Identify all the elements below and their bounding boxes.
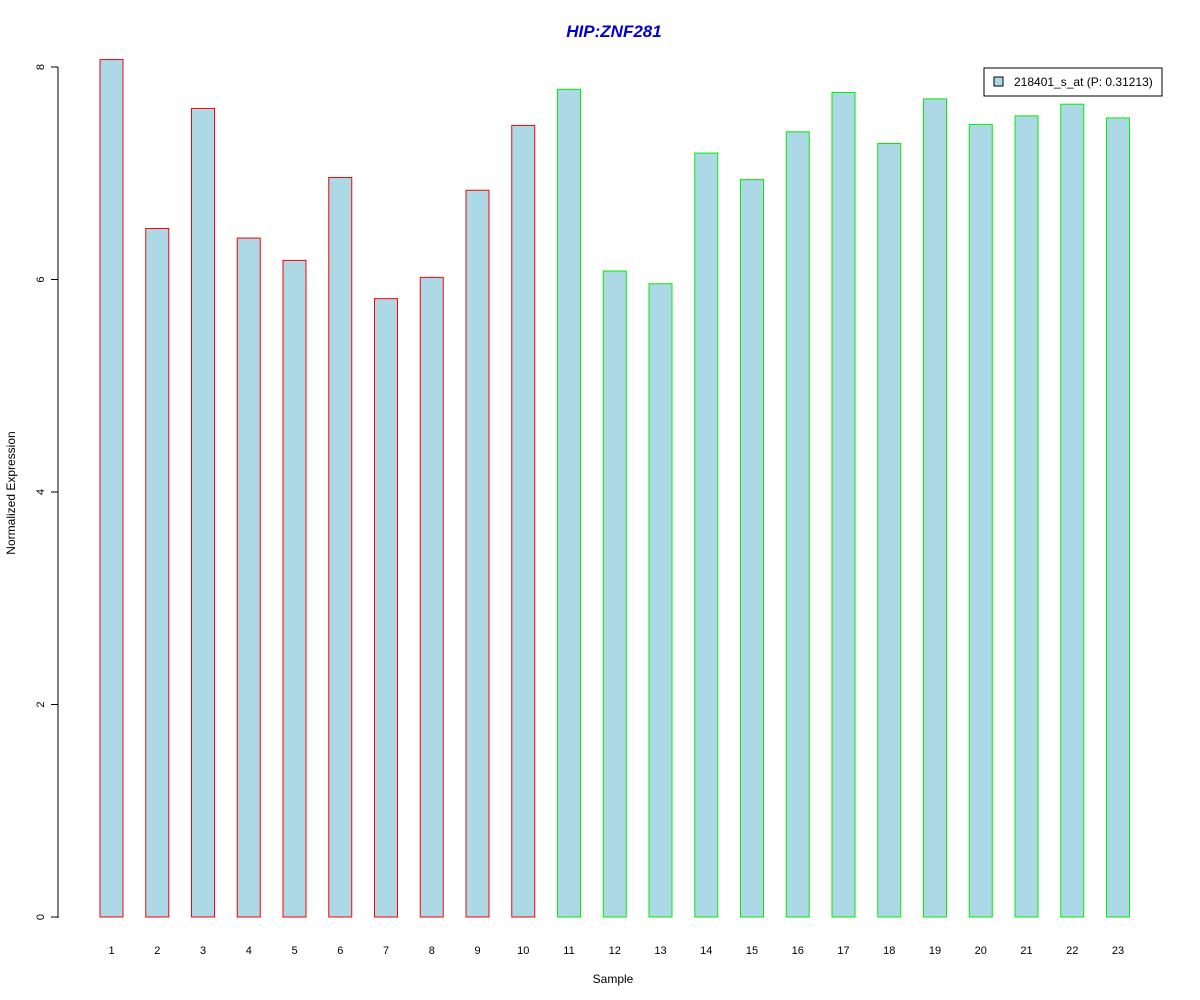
bar-sample-17: [831, 92, 856, 918]
bar-sample-15: [740, 179, 764, 918]
bar-sample-12: [602, 270, 627, 918]
x-tick-label: 15: [746, 945, 758, 957]
chart-title: HIP:ZNF281: [566, 22, 661, 41]
x-tick-label: 9: [474, 945, 480, 957]
x-tick-label: 23: [1112, 945, 1124, 957]
bar-sample-18: [877, 143, 902, 918]
x-tick-label: 19: [929, 945, 941, 957]
x-tick-label: 14: [700, 945, 712, 957]
bar-sample-22: [1060, 103, 1085, 918]
bar-sample-13: [648, 283, 673, 918]
x-tick-label: 21: [1020, 945, 1032, 957]
x-tick-label: 13: [654, 945, 666, 957]
x-tick-label: 16: [792, 945, 804, 957]
x-tick-label: 10: [517, 945, 529, 957]
x-tick-labels: 1 2 3 4 5 6 7 8 9 10 11 12 13 14 15 16 17 18 19 20 21 22 23: [108, 945, 1124, 957]
y-tick-label: 8: [35, 64, 47, 70]
y-ticks: 0 2 4 6 8: [35, 64, 58, 920]
bar-sample-20: [968, 123, 993, 918]
bar-sample-8: [419, 276, 444, 918]
x-tick-label: 18: [883, 945, 895, 957]
y-axis-label: Normalized Expression: [4, 431, 18, 554]
bar-sample-16: [785, 131, 810, 918]
bar-sample-9: [465, 189, 490, 918]
y-tick-label: 4: [35, 489, 47, 495]
y-tick-label: 0: [35, 914, 47, 920]
bar-sample-10: [511, 124, 536, 918]
bar-sample-23: [1106, 117, 1130, 918]
legend-swatch: [993, 76, 1004, 87]
x-tick-label: 7: [383, 945, 389, 957]
x-tick-label: 4: [246, 945, 252, 957]
x-tick-label: 3: [200, 945, 206, 957]
x-tick-label: 12: [609, 945, 621, 957]
x-axis-label: Sample: [593, 972, 634, 986]
bars: [99, 59, 1130, 918]
bar-sample-7: [374, 298, 398, 918]
x-tick-label: 11: [563, 945, 574, 957]
bar-sample-21: [1014, 115, 1039, 918]
bar-sample-4: [236, 237, 261, 918]
x-tick-label: 8: [429, 945, 435, 957]
y-tick-label: 2: [35, 701, 47, 707]
bar-sample-5: [282, 259, 307, 918]
x-tick-label: 20: [975, 945, 987, 957]
x-tick-label: 17: [837, 945, 849, 957]
bar-sample-14: [694, 152, 719, 918]
legend-label: 218401_s_at (P: 0.31213): [1014, 75, 1153, 89]
x-tick-label: 5: [291, 945, 297, 957]
x-tick-label: 22: [1066, 945, 1078, 957]
legend: 218401_s_at (P: 0.31213): [983, 67, 1163, 97]
x-tick-label: 6: [337, 945, 343, 957]
bar-sample-1: [99, 59, 124, 918]
bar-sample-19: [923, 98, 947, 918]
legend-box: [983, 67, 1163, 97]
x-tick-label: 2: [154, 945, 160, 957]
bar-sample-6: [328, 177, 353, 918]
bar-sample-3: [191, 107, 215, 918]
y-tick-label: 6: [35, 276, 47, 282]
x-tick-label: 1: [108, 945, 114, 957]
bar-sample-11: [557, 88, 581, 918]
bar-sample-2: [145, 228, 170, 918]
